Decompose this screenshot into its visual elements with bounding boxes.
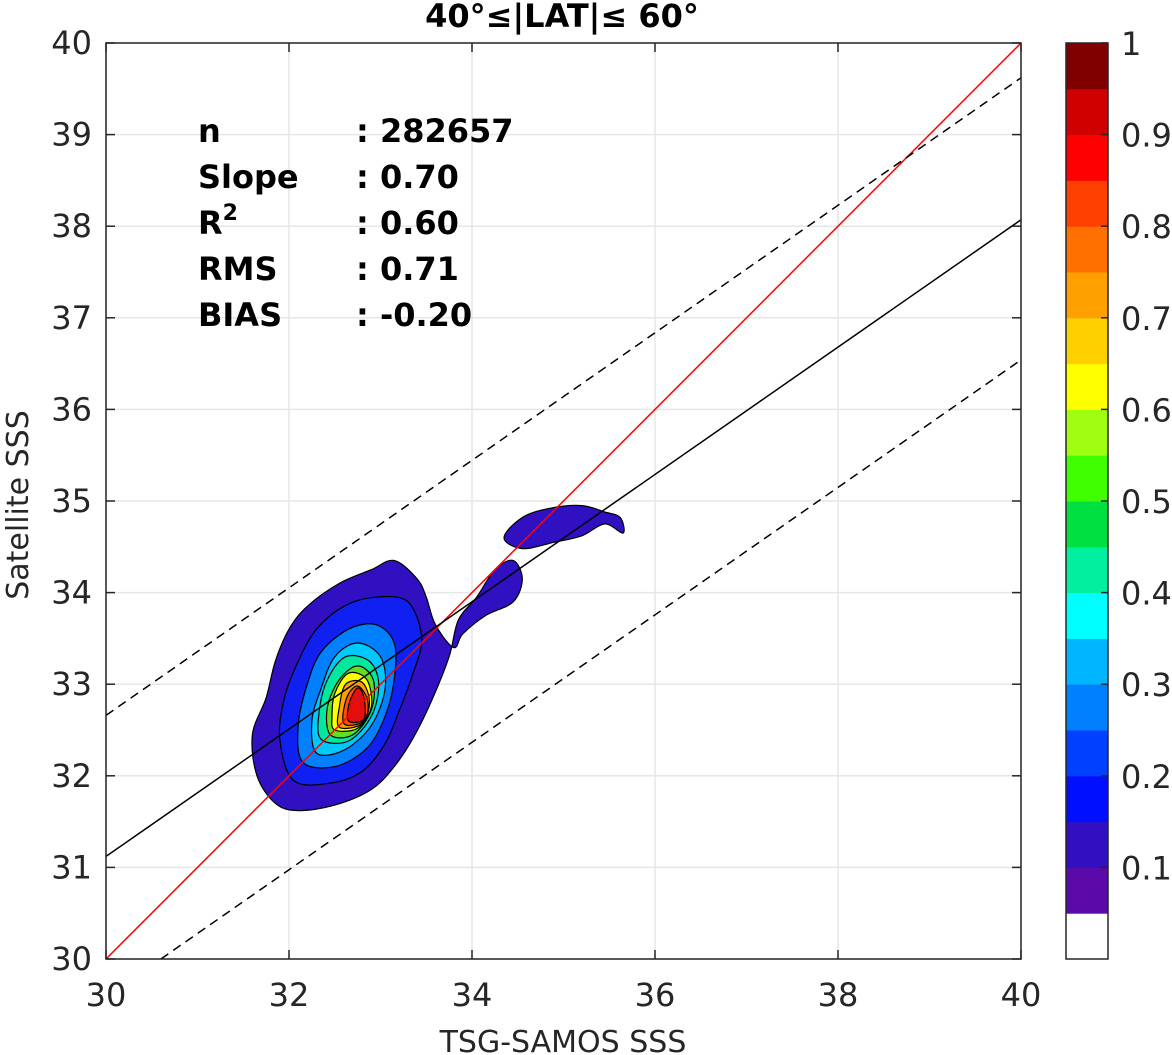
colorbar-swatch [1066, 546, 1108, 594]
y-axis-label: Satellite SSS [1, 410, 36, 600]
y-tick-label: 36 [51, 390, 92, 428]
statistics-box: n : 282657 Slope : 0.70 R2 : 0.60 RMS : 0.71 BIA… [198, 112, 514, 334]
y-tick-label: 34 [51, 574, 92, 612]
colorbar-swatch [1066, 88, 1108, 136]
colorbar-swatch [1066, 272, 1108, 319]
stat-value: : 0.71 [356, 250, 459, 288]
stat-value: : -0.20 [356, 296, 472, 334]
y-tick-label: 33 [51, 665, 92, 703]
colorbar-swatch [1066, 592, 1108, 639]
colorbar-tick-label: 0.3 [1121, 666, 1172, 704]
x-tick-label: 38 [818, 976, 859, 1014]
stat-label: R2 [198, 201, 238, 242]
colorbar-tick-label: 0.1 [1121, 849, 1172, 887]
x-tick-label: 30 [86, 976, 127, 1014]
y-tick-label: 39 [51, 116, 92, 154]
x-tick-label: 32 [269, 976, 310, 1014]
colorbar-swatch [1066, 455, 1108, 502]
y-tick-label: 38 [51, 207, 92, 245]
x-tick-label: 40 [1001, 976, 1042, 1014]
colorbar-swatch [1066, 363, 1108, 410]
colorbar-swatch [1066, 134, 1108, 181]
stat-label: BIAS [198, 296, 282, 334]
colorbar-tick-label: 0.6 [1121, 391, 1172, 429]
colorbar-tick-label: 0.9 [1121, 117, 1172, 155]
stat-value: : 0.60 [356, 204, 459, 242]
colorbar-swatch [1066, 730, 1108, 777]
colorbar-tick-label: 0.4 [1121, 575, 1172, 613]
lower-bound-line [160, 359, 1022, 960]
colorbar-swatch [1066, 775, 1108, 823]
colorbar-tick-label: 0.7 [1121, 300, 1172, 338]
chart-title: 40°≤|LAT|≤ 60° [425, 0, 699, 36]
stat-label: Slope [198, 158, 299, 196]
reference-lines [105, 42, 1022, 960]
colorbar-tick-label: 0.2 [1121, 758, 1172, 796]
one-to-one-line [105, 42, 1022, 960]
axis-ticks: 30 32 34 36 38 40 30 31 32 33 34 35 36 37 38 39 40 [51, 24, 1041, 1014]
stat-value: : 282657 [356, 112, 514, 150]
colorbar-swatch [1066, 684, 1108, 731]
colorbar-tick-label: 1 [1121, 25, 1141, 63]
colorbar-swatch [1066, 638, 1108, 685]
colorbar-tick-label: 0.5 [1121, 483, 1172, 521]
stat-label: n [198, 112, 221, 150]
colorbar-swatch [1066, 913, 1108, 960]
x-tick-label: 34 [452, 976, 493, 1014]
colorbar-swatch [1066, 501, 1108, 548]
regression-line [105, 219, 1022, 858]
colorbar-swatch [1066, 317, 1108, 365]
y-tick-label: 32 [51, 757, 92, 795]
colorbar-swatch [1066, 409, 1108, 456]
x-tick-label: 36 [635, 976, 676, 1014]
y-tick-label: 31 [51, 848, 92, 886]
y-tick-label: 37 [51, 299, 92, 337]
colorbar-tick-label: 0.8 [1121, 208, 1172, 246]
colorbar-swatch [1066, 867, 1108, 914]
colorbar-swatch [1066, 43, 1108, 90]
colorbar-swatch [1066, 821, 1108, 868]
colorbar: 0.1 0.2 0.3 0.4 0.5 0.6 0.7 0.8 0.9 1 [1065, 25, 1172, 960]
colorbar-swatch [1066, 180, 1108, 227]
y-tick-label: 30 [51, 940, 92, 978]
y-tick-label: 35 [51, 482, 92, 520]
upper-bound-line [105, 77, 1022, 716]
colorbar-swatch [1066, 226, 1108, 273]
stat-value: : 0.70 [356, 158, 459, 196]
x-axis-label: TSG-SAMOS SSS [439, 1025, 687, 1055]
stat-label: RMS [198, 250, 278, 288]
y-tick-label: 40 [51, 24, 92, 62]
